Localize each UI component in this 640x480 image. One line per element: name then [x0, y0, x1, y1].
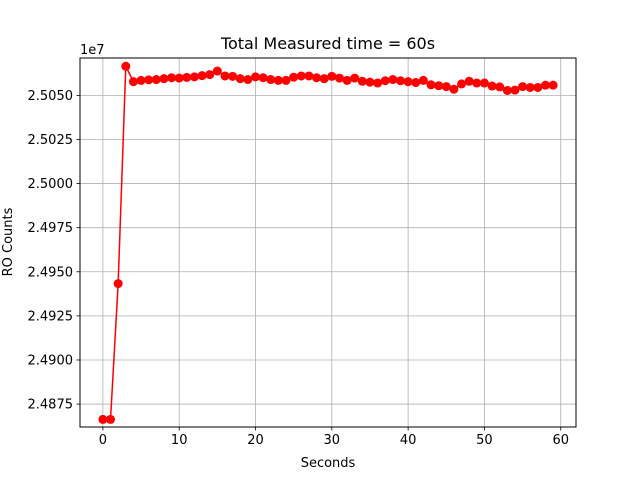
data-point	[144, 75, 154, 85]
data-point	[319, 74, 329, 84]
data-point	[266, 75, 276, 85]
data-point	[189, 72, 199, 82]
data-point	[487, 81, 497, 91]
data-point	[472, 78, 482, 88]
data-point	[350, 73, 360, 83]
y-tick-label: 2.4975	[28, 221, 74, 236]
y-offset-label: 1e7	[80, 43, 105, 58]
data-point	[228, 71, 238, 81]
y-tick-label: 2.4875	[28, 398, 74, 413]
y-axis: 2.4875 2.4900 2.4925 2.4950 2.4975 2.5000 2.50…	[28, 89, 80, 413]
data-point	[548, 80, 558, 90]
x-tick-label: 40	[400, 433, 417, 448]
data-point	[258, 73, 268, 83]
data-point	[518, 82, 528, 92]
y-tick-label: 2.5000	[28, 177, 74, 192]
data-point	[533, 82, 543, 92]
data-point	[525, 82, 535, 92]
y-tick-label: 2.4925	[28, 309, 74, 324]
x-tick-label: 30	[324, 433, 341, 448]
data-point	[441, 82, 451, 92]
y-tick-label: 2.5050	[28, 89, 74, 104]
data-point	[304, 71, 314, 81]
data-point	[464, 76, 474, 86]
data-point	[151, 75, 161, 85]
data-point	[243, 75, 253, 85]
data-point	[98, 414, 108, 424]
data-point	[113, 279, 123, 289]
data-point	[365, 77, 375, 87]
x-tick-label: 60	[552, 433, 569, 448]
data-point	[281, 75, 291, 85]
data-point	[289, 72, 299, 82]
data-point	[426, 80, 436, 90]
data-point	[510, 85, 520, 95]
data-series	[98, 61, 558, 424]
data-point	[479, 78, 489, 88]
data-point	[457, 79, 467, 89]
data-point	[373, 78, 383, 88]
data-point	[495, 82, 505, 92]
data-point	[273, 75, 283, 85]
x-tick-label: 20	[247, 433, 264, 448]
data-point	[334, 73, 344, 83]
data-point	[312, 73, 322, 83]
data-point	[342, 75, 352, 85]
y-tick-label: 2.5025	[28, 133, 74, 148]
data-point	[418, 75, 428, 85]
data-point	[296, 71, 306, 81]
data-point	[502, 85, 512, 95]
x-axis-label: Seconds	[301, 456, 356, 471]
data-point	[205, 70, 215, 80]
data-point	[128, 77, 138, 87]
data-point	[540, 80, 550, 90]
data-point	[327, 71, 337, 81]
data-point	[174, 73, 184, 83]
data-point	[395, 76, 405, 86]
x-axis: 0 10 20 30 40 50 60	[99, 427, 569, 448]
data-point	[434, 81, 444, 91]
data-point	[449, 84, 459, 94]
x-tick-label: 10	[171, 433, 188, 448]
x-tick-label: 50	[476, 433, 493, 448]
data-point	[121, 61, 131, 71]
chart-title: Total Measured time = 60s	[220, 34, 435, 53]
y-axis-label: RO Counts	[1, 207, 16, 276]
data-point	[167, 73, 177, 83]
y-tick-label: 2.4900	[28, 353, 74, 368]
data-point	[357, 76, 367, 86]
data-point	[136, 75, 146, 85]
plot-frame	[79, 57, 577, 428]
data-point	[212, 66, 222, 76]
data-point	[388, 75, 398, 85]
data-point	[380, 76, 390, 86]
data-point	[182, 72, 192, 82]
data-point	[235, 74, 245, 84]
data-point	[159, 74, 169, 84]
data-point	[251, 72, 261, 82]
grid-lines	[80, 58, 576, 427]
data-point	[197, 71, 207, 81]
data-point	[106, 414, 116, 424]
data-point	[403, 77, 413, 87]
y-tick-label: 2.4950	[28, 265, 74, 280]
data-point	[220, 71, 230, 81]
data-point	[411, 78, 421, 88]
x-tick-label: 0	[99, 433, 107, 448]
